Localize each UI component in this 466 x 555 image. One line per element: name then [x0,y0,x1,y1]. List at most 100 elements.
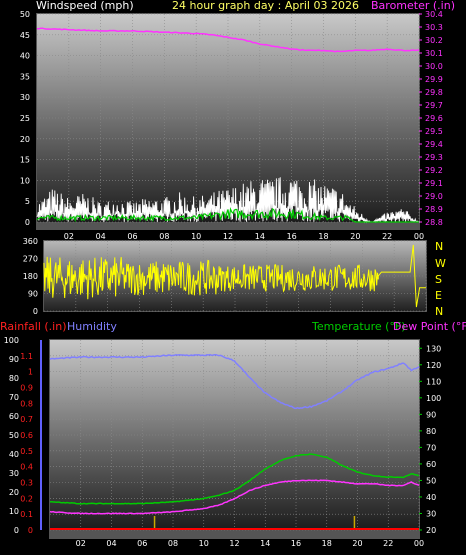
wind-hour-tick-label: 06 [127,232,137,241]
humidity-tick-label: 100 [4,336,19,345]
rainfall-axis-title: Rainfall (.in) [0,320,67,333]
barometer-tick-label: 30.2 [425,36,443,45]
temperature-series [49,453,420,505]
barometer-tick-label: 29.8 [425,88,443,97]
humidity-series [49,353,420,410]
rainfall-tick-label: 0.6 [20,431,33,440]
wind-hour-tick-label: 14 [255,232,265,241]
windspeed-tick-label: 0 [25,218,30,227]
windspeed-tick-label: 40 [20,52,30,61]
direction-tick-label: 270 [23,255,38,264]
direction-label-s: S [435,273,442,286]
temp-hour-tick-label: 06 [137,539,147,548]
direction-label-n-top: N [435,240,443,253]
rainfall-tick-label: 0.1 [20,510,33,519]
wind-average-series [36,207,419,223]
barometer-tick-label: 29.6 [425,114,443,123]
barometer-tick-label: 29.4 [425,140,443,149]
windspeed-tick-label: 35 [20,72,30,81]
wind-direction-series [43,244,426,308]
wind-hour-tick-label: 04 [96,232,106,241]
temperature-tick-label: 130 [426,344,441,353]
rainfall-tick-label: 0 [28,526,33,535]
temperature-axis-title: Temperature (°F) [311,320,406,333]
temp-hour-tick-label: 22 [383,539,393,548]
humidity-tick-label: 50 [9,431,19,440]
humidity-axis-bar [40,340,42,530]
humidity-tick-label: 90 [9,355,19,364]
temperature-tick-label: 90 [426,410,436,419]
barometer-tick-label: 29.2 [425,166,443,175]
barometer-tick-label: 29.9 [425,75,443,84]
wind-hour-tick-label: 20 [350,232,360,241]
temp-hour-tick-label: 16 [291,539,301,548]
wind-hour-tick-label: 16 [287,232,297,241]
direction-tick-label: 360 [23,237,38,246]
barometer-tick-label: 28.8 [425,218,443,227]
wind-hour-tick-label: 12 [223,232,233,241]
rainfall-tick-label: 0.9 [20,384,33,393]
humidity-tick-label: 30 [9,469,19,478]
rainfall-tick-label: 0.8 [20,399,33,408]
direction-tick-label: 180 [23,272,38,281]
windspeed-tick-label: 30 [20,93,30,102]
temp-hour-tick-label: 12 [229,539,239,548]
windspeed-tick-label: 50 [20,10,30,19]
direction-label-n-bottom: N [435,305,443,318]
temperature-tick-label: 20 [426,526,436,535]
temp-hour-tick-label: 18 [322,539,332,548]
temperature-tick-label: 100 [426,394,441,403]
rainfall-tick-label: 0.4 [20,463,33,472]
temp-hour-tick-label: 02 [76,539,86,548]
humidity-tick-label: 80 [9,374,19,383]
direction-tick-label: 0 [33,307,38,316]
temperature-tick-label: 60 [426,460,436,469]
barometer-tick-label: 29.3 [425,153,443,162]
windspeed-tick-label: 10 [20,176,30,185]
rainfall-tick-label: 1.1 [20,352,33,361]
barometer-tick-label: 30.0 [425,62,443,71]
humidity-axis-title: Humidity [67,320,117,333]
temperature-tick-label: 30 [426,509,436,518]
wind-gust-series [36,177,420,224]
barometer-tick-label: 29.0 [425,192,443,201]
temp-hour-tick-label: 08 [168,539,178,548]
barometer-tick-label: 30.3 [425,23,443,32]
barometer-tick-label: 29.1 [425,179,443,188]
temp-hour-tick-label: 00 [414,539,424,548]
rainfall-tick-label: 0.2 [20,494,33,503]
barometer-tick-label: 30.4 [425,10,443,19]
temp-panel-plot [50,340,419,530]
wind-hour-tick-label: 08 [159,232,169,241]
rainfall-tick-label: 0.7 [20,415,33,424]
barometer-tick-label: 30.1 [425,49,443,58]
temp-hour-tick-label: 14 [260,539,270,548]
wind-hour-tick-label: 00 [414,232,424,241]
temperature-tick-label: 110 [426,377,441,386]
chart-title: 24 hour graph day : April 03 2026 [172,0,359,12]
windspeed-tick-label: 25 [20,114,30,123]
dewpoint-axis-title: Dew Point (°F) [393,320,466,333]
barometer-tick-label: 29.7 [425,101,443,110]
temp-hour-tick-label: 20 [352,539,362,548]
wind-hour-tick-label: 22 [382,232,392,241]
windspeed-tick-label: 15 [20,156,30,165]
windspeed-tick-label: 45 [20,31,30,40]
rainfall-tick-label: 0.3 [20,479,33,488]
windspeed-tick-label: 5 [25,197,30,206]
barometer-axis-title: Barometer (.in) [371,0,455,12]
temperature-tick-label: 80 [426,427,436,436]
humidity-tick-label: 40 [9,450,19,459]
direction-label-e: E [435,289,442,302]
temperature-tick-label: 40 [426,493,436,502]
windspeed-axis-title: Windspeed (mph) [36,0,134,12]
humidity-tick-label: 70 [9,393,19,402]
humidity-tick-label: 0 [14,526,19,535]
temperature-tick-label: 50 [426,476,436,485]
humidity-tick-label: 60 [9,412,19,421]
temperature-tick-label: 70 [426,443,436,452]
temperature-tick-label: 120 [426,361,441,370]
wind-hour-tick-label: 18 [318,232,328,241]
